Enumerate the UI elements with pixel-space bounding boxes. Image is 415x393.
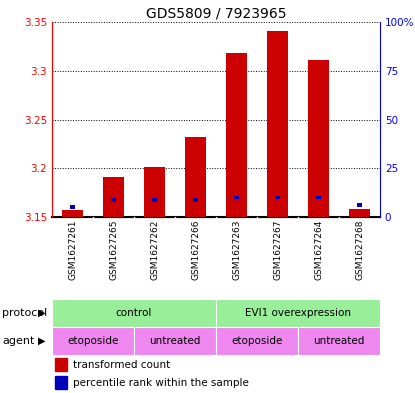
Text: GSM1627264: GSM1627264 (314, 219, 323, 280)
Text: GSM1627265: GSM1627265 (109, 219, 118, 280)
Bar (316, 196, 321, 200)
Bar (216, 327, 298, 355)
Text: etoposide: etoposide (231, 336, 283, 346)
Bar (275, 196, 281, 200)
Bar (55, 358, 67, 371)
Bar (216, 299, 380, 327)
Text: ▶: ▶ (38, 308, 45, 318)
Bar (226, 53, 247, 217)
Bar (349, 209, 370, 217)
Text: control: control (116, 308, 152, 318)
Text: untreated: untreated (149, 336, 201, 346)
Text: protocol: protocol (2, 308, 47, 318)
Text: GSM1627268: GSM1627268 (355, 219, 364, 280)
Text: transformed count: transformed count (73, 360, 171, 369)
Bar (103, 177, 124, 217)
Text: GSM1627266: GSM1627266 (191, 219, 200, 280)
Bar (55, 376, 67, 389)
Bar (134, 327, 216, 355)
Bar (144, 167, 165, 217)
Text: agent: agent (2, 336, 34, 346)
Text: etoposide: etoposide (67, 336, 119, 346)
Bar (308, 60, 329, 217)
Text: GSM1627261: GSM1627261 (68, 219, 77, 280)
Bar (234, 196, 239, 200)
Title: GDS5809 / 7923965: GDS5809 / 7923965 (146, 7, 286, 21)
Text: GSM1627263: GSM1627263 (232, 219, 241, 280)
Text: untreated: untreated (313, 336, 365, 346)
Bar (185, 137, 206, 217)
Bar (70, 205, 76, 209)
Text: ▶: ▶ (38, 336, 45, 346)
Bar (356, 203, 362, 207)
Bar (52, 299, 216, 327)
Bar (62, 210, 83, 217)
Bar (298, 327, 380, 355)
Bar (111, 198, 116, 202)
Text: percentile rank within the sample: percentile rank within the sample (73, 378, 249, 388)
Bar (193, 198, 198, 202)
Bar (151, 198, 157, 202)
Bar (267, 31, 288, 217)
Bar (52, 327, 134, 355)
Text: GSM1627267: GSM1627267 (273, 219, 282, 280)
Text: EVI1 overexpression: EVI1 overexpression (245, 308, 351, 318)
Text: GSM1627262: GSM1627262 (150, 219, 159, 280)
